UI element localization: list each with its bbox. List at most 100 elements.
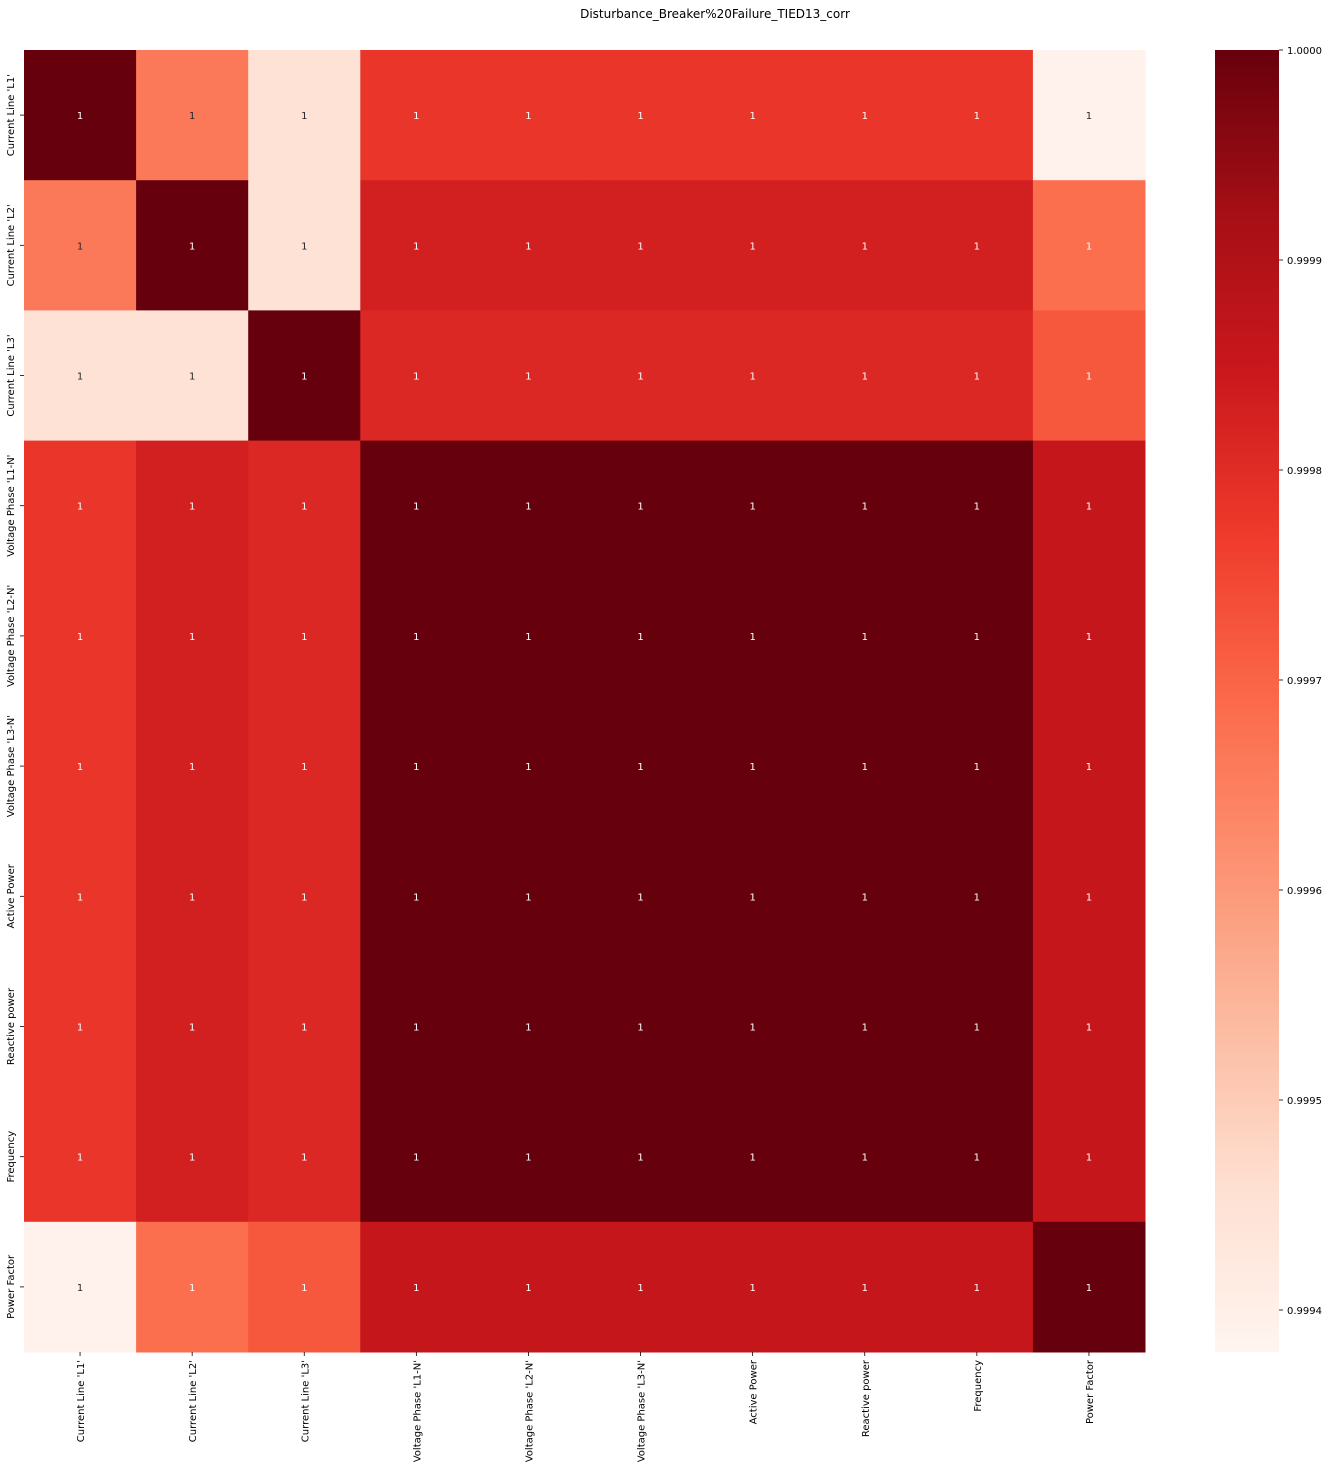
heatmap-cell — [248, 831, 361, 962]
x-tick-label: Active Power — [749, 1359, 760, 1424]
heatmap-cell — [920, 310, 1034, 442]
cell-annotation: 1 — [637, 111, 643, 122]
heatmap-cell — [136, 310, 249, 442]
heatmap-cell — [1032, 310, 1146, 442]
cell-annotation: 1 — [189, 762, 195, 773]
y-tick-label: Active Power — [6, 863, 17, 928]
heatmap-cell — [584, 180, 698, 311]
cell-annotation: 1 — [301, 111, 307, 122]
cell-annotation: 1 — [862, 892, 868, 903]
heatmap-cell — [584, 701, 698, 832]
cell-annotation: 1 — [77, 1283, 83, 1294]
heatmap-cell — [248, 310, 361, 442]
cell-annotation: 1 — [525, 1283, 531, 1294]
heatmap-cell — [360, 180, 473, 311]
x-tick-label: Current Line 'L1' — [76, 1360, 87, 1442]
heatmap-cell — [24, 310, 137, 442]
cell-annotation: 1 — [1086, 632, 1092, 643]
heatmap-cell — [584, 1091, 698, 1223]
heatmap-cell — [1032, 570, 1146, 702]
heatmap-cell — [136, 961, 249, 1093]
heatmap-cell — [920, 50, 1034, 181]
cell-annotation: 1 — [189, 372, 195, 383]
cell-annotation: 1 — [862, 1283, 868, 1294]
cell-annotation: 1 — [862, 111, 868, 122]
heatmap-cell — [472, 831, 585, 962]
cell-annotation: 1 — [525, 632, 531, 643]
x-tick-label: Voltage Phase 'L2-N' — [524, 1360, 535, 1462]
cell-annotation: 1 — [413, 1153, 419, 1164]
cell-annotation: 1 — [301, 632, 307, 643]
heatmap-cell — [584, 570, 698, 702]
cell-annotation: 1 — [525, 1153, 531, 1164]
cell-annotation: 1 — [301, 1153, 307, 1164]
cell-annotation: 1 — [301, 1283, 307, 1294]
x-tick-label: Current Line 'L3' — [300, 1360, 311, 1442]
heatmap-cell — [24, 831, 137, 962]
heatmap-cell — [920, 961, 1034, 1093]
cell-annotation: 1 — [413, 1283, 419, 1294]
cell-annotations: 1 1 1 1 1 1 1 1 1 1 1 1 1 1 1 1 1 1 1 1 1 1 1 1 1 1 1 1 1 1 1 1 1 1 1 1 1 1 1 1… — [77, 111, 1092, 1294]
heatmap-cells — [24, 50, 1146, 1353]
cell-annotation: 1 — [189, 632, 195, 643]
cell-annotation: 1 — [862, 632, 868, 643]
cell-annotation: 1 — [77, 762, 83, 773]
heatmap-cell — [248, 440, 361, 572]
cell-annotation: 1 — [77, 241, 83, 252]
heatmap-cell — [360, 1091, 473, 1223]
cell-annotation: 1 — [749, 241, 755, 252]
heatmap-cell — [808, 1221, 922, 1353]
heatmap-cell — [808, 180, 922, 311]
heatmap-cell — [696, 570, 810, 702]
heatmap-cell — [472, 701, 585, 832]
cell-annotation: 1 — [974, 762, 980, 773]
cell-annotation: 1 — [974, 502, 980, 513]
heatmap-cell — [808, 570, 922, 702]
colorbar-tick-label: 0.9995 — [1287, 1096, 1322, 1107]
y-tick-label: Frequency — [6, 1131, 17, 1183]
cell-annotation: 1 — [413, 502, 419, 513]
cell-annotation: 1 — [301, 762, 307, 773]
cell-annotation: 1 — [189, 1023, 195, 1034]
cell-annotation: 1 — [1086, 1153, 1092, 1164]
y-tick-label: Current Line 'L2' — [6, 204, 17, 286]
cell-annotation: 1 — [862, 241, 868, 252]
heatmap-cell — [1032, 50, 1146, 181]
cell-annotation: 1 — [1086, 1283, 1092, 1294]
heatmap-cell — [136, 1221, 249, 1353]
cell-annotation: 1 — [301, 502, 307, 513]
cell-annotation: 1 — [413, 372, 419, 383]
cell-annotation: 1 — [974, 1023, 980, 1034]
heatmap-cell — [248, 180, 361, 311]
y-tick-label: Reactive power — [6, 987, 17, 1065]
heatmap-cell — [1032, 701, 1146, 832]
cell-annotation: 1 — [189, 502, 195, 513]
colorbar-tick-label: 1.0000 — [1287, 46, 1322, 57]
cell-annotation: 1 — [525, 372, 531, 383]
cell-annotation: 1 — [749, 372, 755, 383]
colorbar-tick-label: 0.9998 — [1287, 466, 1322, 477]
heatmap-cell — [920, 570, 1034, 702]
cell-annotation: 1 — [974, 111, 980, 122]
heatmap-cell — [1032, 1221, 1146, 1353]
cell-annotation: 1 — [1086, 372, 1092, 383]
chart-title: Disturbance_Breaker%20Failure_TIED13_cor… — [580, 7, 850, 21]
cell-annotation: 1 — [1086, 111, 1092, 122]
cell-annotation: 1 — [301, 241, 307, 252]
cell-annotation: 1 — [77, 1153, 83, 1164]
heatmap-cell — [808, 831, 922, 962]
cell-annotation: 1 — [413, 241, 419, 252]
heatmap-cell — [136, 180, 249, 311]
colorbar-tick-label: 0.9994 — [1287, 1306, 1322, 1317]
y-tick-label: Voltage Phase 'L3-N' — [6, 715, 17, 817]
cell-annotation: 1 — [974, 241, 980, 252]
heatmap-cell — [696, 961, 810, 1093]
x-tick-label: Frequency — [973, 1360, 984, 1412]
heatmap-cell — [472, 1091, 585, 1223]
heatmap-cell — [472, 1221, 585, 1353]
heatmap-cell — [696, 701, 810, 832]
cell-annotation: 1 — [77, 632, 83, 643]
heatmap-cell — [248, 50, 361, 181]
cell-annotation: 1 — [525, 1023, 531, 1034]
x-tick-label: Voltage Phase 'L1-N' — [412, 1360, 423, 1462]
